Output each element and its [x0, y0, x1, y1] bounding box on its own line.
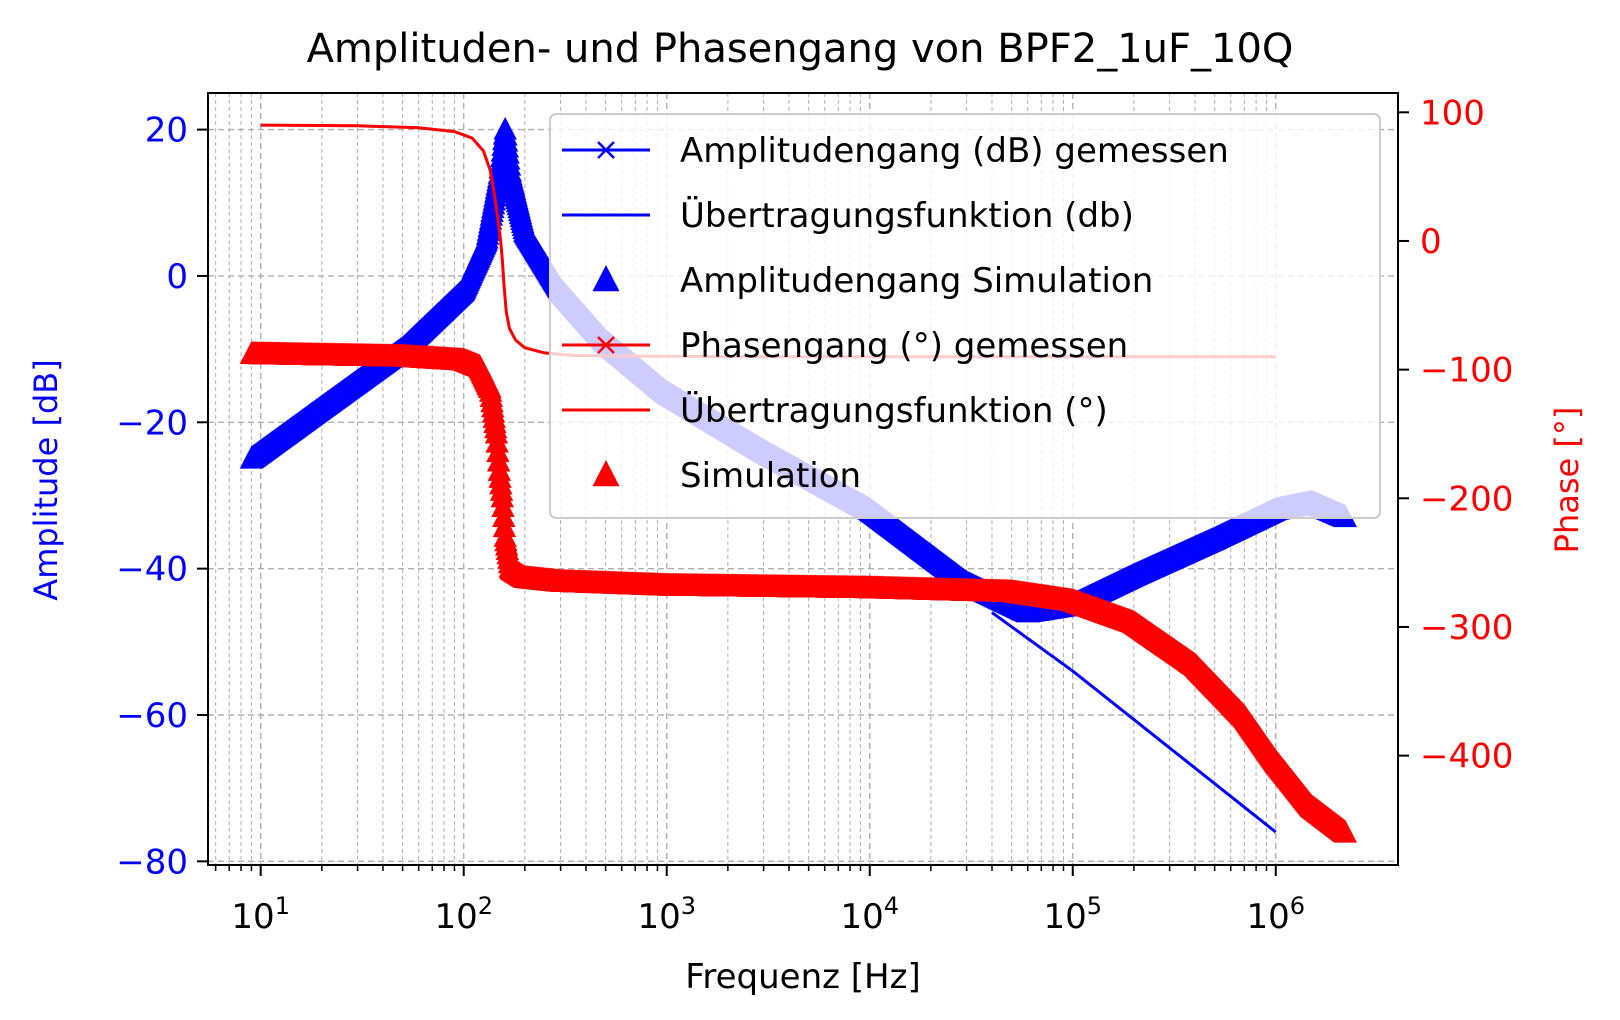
y-left-tick-label: 20	[145, 111, 188, 151]
y-right-tick-label: −300	[1420, 608, 1513, 648]
legend-label: Übertragungsfunktion (°)	[680, 390, 1108, 431]
x-tick-label: 102	[434, 892, 493, 937]
legend-label: Übertragungsfunktion (db)	[680, 195, 1134, 236]
y-right-tick-label: −200	[1420, 479, 1513, 519]
legend-triangle-marker	[592, 265, 620, 292]
y-right-tick-label: 0	[1420, 222, 1442, 262]
y-left-tick-label: 0	[166, 257, 188, 297]
x-tick-label: 101	[231, 892, 290, 937]
legend-frame	[549, 113, 1381, 519]
legend-label: Amplitudengang (dB) gemessen	[680, 131, 1229, 171]
y-right-tick-label: −400	[1420, 737, 1513, 777]
x-tick-label: 103	[637, 892, 696, 937]
data-point-triangle	[1333, 819, 1357, 843]
data-line	[991, 611, 1277, 834]
legend-item: Simulation	[592, 456, 861, 496]
y-left-tick-label: −40	[116, 550, 188, 590]
y-left-tick-label: −20	[116, 403, 188, 443]
legend: Amplitudengang (dB) gemessen Übertragungs…	[549, 113, 1381, 519]
data-point-triangle	[491, 494, 515, 517]
y-right-tick-label: 100	[1420, 93, 1485, 133]
plot-frame	[207, 92, 1399, 866]
legend-item: Übertragungsfunktion (db)	[562, 195, 1134, 236]
y-axis-label-right: Phase [°]	[1548, 407, 1586, 554]
x-tick-label: 105	[1043, 892, 1102, 937]
legend-label: Simulation	[680, 456, 861, 496]
axes: 101 102 103 104 105 106 20 0 −20 −40 −60 −80 100 0 −10…	[116, 93, 1513, 937]
data-point-triangle	[492, 504, 516, 528]
legend-label: Amplitudengang Simulation	[680, 261, 1153, 301]
legend-x-marker	[597, 336, 615, 354]
x-tick-label: 104	[840, 892, 899, 937]
y-axis-label-left: Amplitude [dB]	[27, 359, 65, 600]
x-tick-label: 106	[1247, 892, 1306, 937]
x-axis-label: Frequenz [Hz]	[685, 957, 920, 997]
legend-label: Phasengang (°) gemessen	[680, 326, 1128, 366]
series-line-left	[991, 611, 1277, 834]
legend-triangle-marker	[592, 460, 620, 487]
legend-item: Übertragungsfunktion (°)	[562, 390, 1108, 431]
legend-item: Phasengang (°) gemessen	[562, 326, 1128, 366]
chart-title: Amplituden- und Phasengang von BPF2_1uF_…	[307, 26, 1294, 72]
y-left-tick-label: −60	[116, 696, 188, 736]
y-left-tick-label: −80	[116, 842, 188, 882]
legend-item: Amplitudengang (dB) gemessen	[562, 131, 1229, 171]
y-right-tick-label: −100	[1420, 351, 1513, 391]
series-markers-right	[239, 341, 1357, 843]
legend-x-marker	[597, 141, 615, 159]
legend-item: Amplitudengang Simulation	[592, 261, 1153, 301]
